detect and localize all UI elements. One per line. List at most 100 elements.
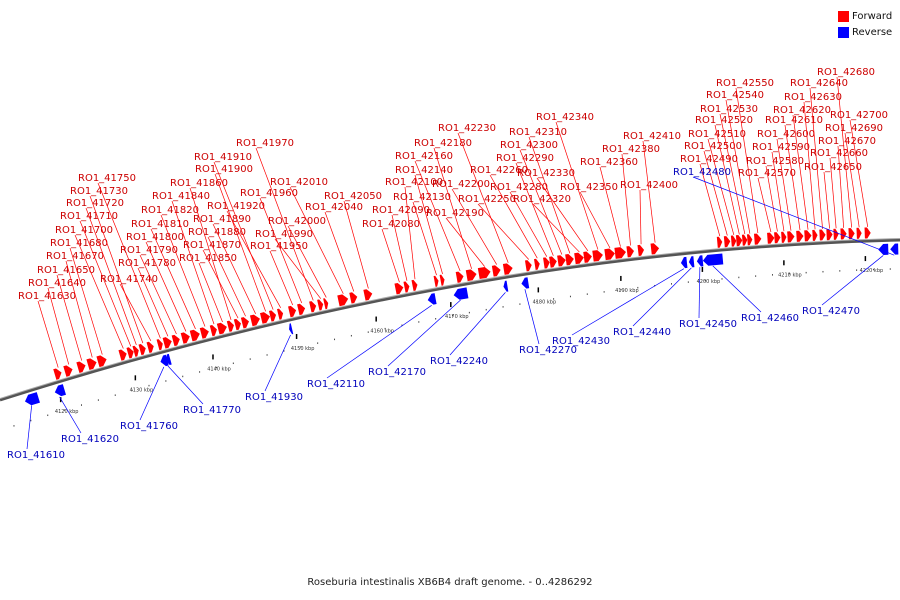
forward-leader-line: [74, 234, 124, 349]
forward-gene-arrow: [86, 358, 97, 370]
minor-tick: [367, 331, 369, 333]
forward-leader-line: [836, 76, 853, 228]
forward-gene-label: RO1_42180: [414, 138, 472, 149]
reverse-gene-arrow: [680, 256, 688, 269]
forward-gene-arrow: [189, 329, 200, 342]
minor-tick: [148, 384, 150, 387]
forward-leader-line: [457, 132, 509, 263]
forward-gene-arrow: [96, 355, 107, 368]
forward-leader-line: [725, 99, 751, 234]
forward-gene-label: RO1_42540: [706, 90, 764, 101]
forward-gene-arrow: [363, 289, 373, 301]
forward-gene-label: RO1_42050: [324, 191, 382, 202]
minor-tick: [13, 425, 15, 427]
forward-leader-line: [289, 186, 344, 294]
forward-gene-arrow: [574, 252, 584, 265]
forward-gene-arrow: [240, 317, 249, 329]
minor-tick: [401, 324, 403, 327]
forward-gene-label: RO1_41730: [70, 186, 128, 197]
forward-gene-arrow: [309, 301, 317, 313]
major-tick: [375, 316, 377, 322]
minor-tick: [418, 321, 420, 323]
forward-gene-label: RO1_42090: [372, 205, 430, 216]
minor-tick: [687, 281, 689, 283]
reverse-gene-arrow: [521, 277, 530, 289]
forward-gene-arrow: [323, 298, 329, 310]
forward-gene-arrow: [781, 231, 787, 243]
reverse-gene-arrow: [688, 256, 695, 268]
forward-gene-arrow: [349, 292, 358, 304]
forward-leader-line: [735, 87, 759, 234]
forward-leader-line: [212, 223, 256, 314]
major-tick: [783, 260, 785, 266]
forward-leader-line: [274, 238, 322, 299]
forward-gene-label: RO1_41850: [179, 253, 237, 264]
forward-leader-line: [765, 165, 778, 232]
forward-gene-label: RO1_41680: [50, 238, 108, 249]
forward-leader-line: [226, 210, 281, 309]
forward-gene-label: RO1_41780: [118, 258, 176, 269]
forward-leader-line: [849, 119, 869, 227]
forward-leader-line: [171, 200, 215, 325]
forward-leader-line: [65, 260, 93, 358]
minor-tick: [569, 295, 571, 298]
reverse-gene-label: RO1_42450: [679, 319, 737, 330]
forward-leader-line: [56, 274, 83, 361]
forward-gene-arrow: [439, 274, 445, 286]
forward-leader-line: [414, 174, 443, 275]
forward-gene-label: RO1_42130: [393, 192, 451, 203]
forward-leader-line: [160, 214, 206, 327]
reverse-gene-label: RO1_42240: [430, 356, 488, 367]
forward-gene-arrow: [76, 361, 86, 373]
reverse-leader-line: [387, 299, 461, 367]
forward-gene-arrow: [455, 271, 464, 283]
forward-leader-line: [532, 203, 580, 253]
forward-gene-arrow: [216, 322, 227, 335]
forward-gene-label: RO1_42700: [830, 110, 888, 121]
forward-gene-arrow: [268, 310, 277, 322]
axis-tick-label: 4130 kbp: [130, 387, 154, 393]
forward-leader-line: [69, 247, 103, 355]
forward-leader-line: [792, 114, 809, 230]
minor-tick: [232, 362, 234, 365]
forward-leader-line: [287, 225, 327, 298]
minor-tick: [738, 276, 740, 279]
forward-gene-label: RO1_42360: [580, 157, 638, 168]
major-tick: [295, 333, 298, 339]
forward-gene-arrow: [746, 234, 753, 246]
minor-tick: [266, 354, 268, 356]
minor-tick: [519, 303, 521, 305]
reverse-gene-arrow: [54, 384, 66, 397]
forward-gene-arrow: [557, 255, 566, 267]
minor-tick: [131, 389, 133, 392]
forward-gene-label: RO1_41640: [28, 278, 86, 289]
forward-gene-label: RO1_42010: [270, 177, 328, 188]
forward-gene-label: RO1_42520: [695, 115, 753, 126]
forward-gene-arrow: [138, 343, 146, 356]
forward-gene-arrow: [774, 232, 781, 244]
figure-caption: Roseburia intestinalis XB6B4 draft genom…: [307, 577, 593, 588]
forward-label: Forward: [852, 10, 893, 22]
forward-leader-line: [477, 203, 530, 260]
forward-leader-line: [381, 228, 400, 283]
forward-gene-arrow: [132, 345, 139, 357]
forward-gene-label: RO1_42530: [700, 104, 758, 115]
reverse-gene-arrow: [890, 243, 899, 255]
reverse-swatch: [838, 26, 849, 38]
forward-leader-line: [536, 177, 589, 252]
forward-leader-line: [803, 101, 816, 230]
forward-gene-label: RO1_42690: [825, 123, 883, 134]
forward-gene-arrow: [465, 269, 477, 282]
forward-gene-label: RO1_42000: [268, 216, 326, 227]
reverse-leader-line: [167, 365, 204, 405]
forward-gene-label: RO1_42200: [432, 179, 490, 190]
axis-tick-label: 4150 kbp: [291, 346, 315, 352]
forward-gene-arrow: [394, 282, 404, 295]
forward-leader-line: [259, 197, 303, 304]
forward-leader-line: [555, 121, 599, 250]
minor-tick: [30, 419, 32, 422]
forward-gene-arrow: [716, 236, 723, 248]
forward-leader-line: [599, 166, 621, 247]
forward-gene-label: RO1_42260: [470, 165, 528, 176]
reverse-leader-line: [571, 268, 685, 336]
